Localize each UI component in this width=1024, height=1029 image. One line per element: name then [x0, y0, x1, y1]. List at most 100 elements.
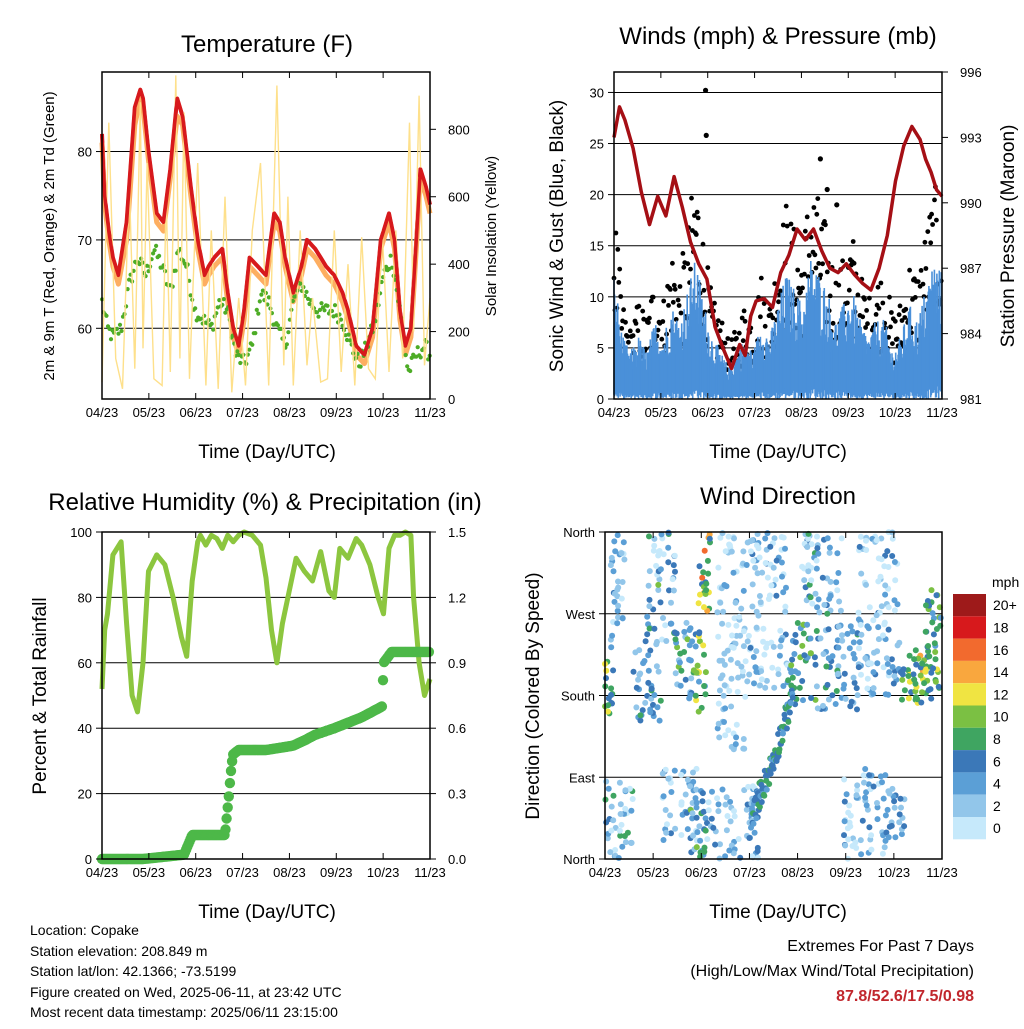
gust-point — [878, 280, 884, 286]
dewpoint-point — [415, 345, 420, 350]
dewpoint-point — [250, 342, 255, 347]
direction-point — [630, 668, 637, 675]
direction-point — [800, 697, 806, 704]
direction-x-tick-label: 07/23 — [733, 865, 766, 880]
direction-point — [737, 854, 744, 861]
direction-point — [619, 843, 626, 850]
direction-point — [751, 829, 758, 836]
dewpoint-point — [346, 332, 351, 337]
temperature-y-tick-label: 60 — [78, 321, 92, 336]
direction-point — [740, 548, 747, 555]
direction-point — [807, 594, 814, 601]
direction-point — [654, 704, 661, 711]
created-text: Figure created on Wed, 2025-06-11, at 23… — [30, 983, 342, 1000]
dewpoint-point — [235, 349, 240, 354]
direction-point — [689, 810, 696, 817]
direction-point — [696, 823, 703, 830]
direction-point — [858, 631, 865, 638]
direction-point — [676, 659, 683, 666]
direction-point — [617, 801, 624, 808]
direction-point — [754, 570, 761, 577]
direction-point — [715, 720, 722, 727]
gust-point — [897, 303, 903, 309]
direction-point — [737, 632, 744, 639]
direction-point — [871, 649, 877, 656]
direction-point — [690, 769, 696, 776]
direction-point — [882, 772, 889, 779]
direction-point — [646, 625, 653, 632]
direction-point — [761, 792, 768, 799]
direction-point — [785, 677, 792, 684]
direction-point — [814, 545, 821, 552]
direction-point — [753, 668, 760, 675]
direction-y-tick-label: South — [561, 689, 595, 704]
temperature-x-tick-label: 11/23 — [414, 405, 446, 420]
direction-point — [746, 835, 753, 841]
gust-point — [672, 286, 678, 292]
gust-point — [719, 320, 725, 326]
gust-point — [903, 306, 909, 312]
direction-point — [732, 741, 739, 748]
direction-point — [722, 548, 729, 555]
gust-point — [921, 294, 927, 299]
direction-point — [753, 608, 760, 615]
direction-point — [753, 648, 760, 655]
direction-point — [824, 610, 831, 617]
direction-point — [882, 591, 889, 598]
precip-point — [222, 802, 233, 813]
direction-x-tick-label: 05/23 — [637, 865, 670, 880]
direction-point — [653, 562, 660, 569]
direction-point — [835, 670, 842, 677]
direction-point — [763, 677, 770, 684]
direction-point — [885, 834, 892, 841]
direction-point — [646, 596, 653, 603]
dewpoint-point — [290, 298, 295, 304]
direction-point — [672, 670, 679, 677]
direction-point — [633, 704, 640, 711]
precip-y-tick-label: 0.0 — [448, 852, 466, 867]
direction-point — [730, 644, 737, 651]
gust-point — [784, 223, 790, 229]
gust-point — [886, 334, 891, 340]
winds-plot-frame — [613, 71, 943, 400]
direction-point — [721, 661, 728, 668]
direction-point — [706, 535, 713, 542]
direction-point — [665, 559, 672, 566]
direction-point — [715, 564, 722, 571]
direction-point — [667, 812, 674, 819]
dewpoint-point — [209, 321, 214, 326]
dewpoint-point — [223, 310, 228, 315]
direction-point — [702, 691, 709, 698]
direction-point — [880, 632, 886, 639]
gust-point — [700, 241, 706, 247]
direction-point — [863, 789, 870, 796]
direction-point — [874, 804, 881, 811]
direction-point — [749, 603, 756, 610]
gust-point — [659, 336, 665, 342]
direction-point — [734, 688, 741, 695]
direction-point — [726, 847, 733, 854]
gust-point — [676, 303, 682, 308]
direction-point — [901, 823, 908, 830]
gust-point — [671, 282, 677, 288]
direction-point — [824, 535, 831, 542]
direction-point — [662, 622, 669, 629]
direction-point — [870, 690, 877, 697]
direction-point — [891, 804, 898, 811]
winds-y-tick-label: 0 — [597, 392, 604, 407]
direction-point — [922, 668, 929, 675]
humidity-x-tick-label: 08/23 — [273, 865, 306, 880]
direction-point — [660, 837, 667, 843]
temperature-title: Temperature (F) — [181, 31, 353, 58]
gust-point — [802, 228, 808, 234]
temperature-x-tick-label: 10/23 — [367, 405, 400, 420]
direction-point — [622, 787, 629, 794]
direction-point — [854, 706, 860, 713]
dewpoint-point — [260, 288, 265, 293]
direction-point — [813, 683, 820, 690]
direction-point — [775, 666, 782, 673]
direction-point — [722, 732, 729, 739]
direction-point — [752, 564, 759, 571]
gust-point — [770, 315, 776, 321]
direction-point — [740, 587, 747, 594]
